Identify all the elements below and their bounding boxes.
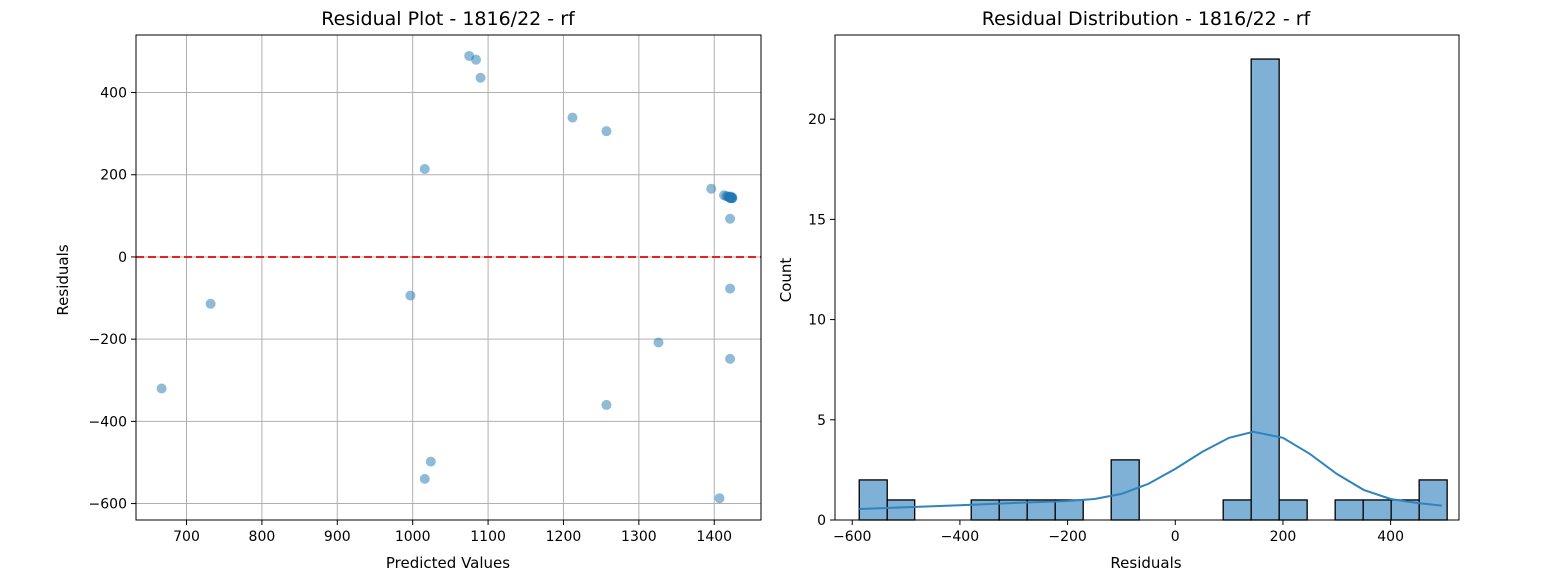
- histogram-x-tick-label: −400: [941, 529, 979, 545]
- histogram-title: Residual Distribution - 1816/22 - rf: [982, 8, 1312, 30]
- histogram-plot-area: −600 −400 −200 0 200 400 0 5 10 15 20: [808, 34, 1460, 545]
- residual-scatter-chart: Residual Plot - 1816/22 - rf Predicted V…: [54, 8, 762, 572]
- histogram-y-tick-label: 15: [808, 212, 826, 228]
- scatter-point: [425, 456, 436, 467]
- scatter-x-tick-label: 1000: [395, 529, 431, 545]
- scatter-plot-area: 700 800 900 1000 1100 1200 1300 1400 −600 −400 −20…: [89, 34, 762, 545]
- histogram-bar: [1222, 499, 1252, 521]
- histogram-bar: [858, 479, 888, 521]
- scatter-point: [725, 283, 736, 294]
- histogram-bar: [1334, 499, 1364, 521]
- scatter-x-tick-label: 1100: [470, 529, 506, 545]
- histogram-x-tick-label: −600: [833, 529, 871, 545]
- scatter-point: [405, 290, 416, 301]
- histogram-bar: [886, 499, 916, 521]
- scatter-point: [156, 383, 167, 394]
- histogram-axes-frame: [834, 34, 1460, 521]
- histogram-bar: [1278, 499, 1308, 521]
- scatter-x-tick-label: 900: [324, 529, 351, 545]
- scatter-point: [653, 337, 664, 348]
- histogram-bar: [1250, 58, 1280, 521]
- scatter-point: [714, 493, 725, 504]
- scatter-point: [601, 126, 612, 137]
- scatter-point: [725, 213, 736, 224]
- scatter-x-tick-label: 800: [249, 529, 276, 545]
- histogram-x-axis-label: Residuals: [1110, 554, 1181, 572]
- histogram-y-tick-label: 10: [808, 313, 826, 329]
- scatter-point: [419, 473, 430, 484]
- scatter-y-tick-label: −200: [89, 332, 127, 348]
- scatter-x-tick-label: 1400: [696, 529, 732, 545]
- histogram-y-tick-label: 5: [817, 413, 826, 429]
- histogram-y-tick-label: 0: [817, 513, 826, 529]
- scatter-x-tick-label: 700: [173, 529, 200, 545]
- scatter-point: [471, 54, 482, 65]
- scatter-y-tick-label: −600: [89, 497, 127, 513]
- histogram-y-tick-label: 20: [808, 112, 826, 128]
- histogram-x-tick-label: 200: [1270, 529, 1297, 545]
- scatter-point: [567, 112, 578, 123]
- residual-distribution-chart: Residual Distribution - 1816/22 - rf Res…: [777, 8, 1460, 572]
- histogram-y-axis-label: Count: [777, 258, 795, 303]
- scatter-x-tick-label: 1200: [546, 529, 582, 545]
- histogram-x-tick-label: 0: [1171, 529, 1180, 545]
- scatter-point: [725, 353, 736, 364]
- scatter-y-tick-label: 0: [118, 250, 127, 266]
- scatter-title: Residual Plot - 1816/22 - rf: [321, 8, 576, 30]
- scatter-x-tick-label: 1300: [621, 529, 657, 545]
- scatter-y-tick-label: 200: [100, 168, 127, 184]
- kde-curve: [859, 430, 1442, 510]
- scatter-axes-frame: [135, 34, 762, 521]
- scatter-point: [419, 163, 430, 174]
- histogram-bar: [1110, 459, 1140, 521]
- histogram-bar: [1362, 499, 1392, 521]
- scatter-point: [205, 298, 216, 309]
- scatter-y-tick-label: 400: [100, 86, 127, 102]
- scatter-point: [706, 183, 717, 194]
- histogram-x-tick-label: 400: [1377, 529, 1404, 545]
- scatter-y-tick-label: −400: [89, 414, 127, 430]
- histogram-x-tick-label: −200: [1048, 529, 1086, 545]
- scatter-x-axis-label: Predicted Values: [386, 554, 510, 572]
- scatter-point: [475, 72, 486, 83]
- scatter-point: [601, 399, 612, 410]
- scatter-y-axis-label: Residuals: [54, 244, 72, 315]
- histogram-bar: [1054, 499, 1084, 521]
- scatter-point: [724, 191, 735, 202]
- histogram-bar: [1418, 479, 1448, 521]
